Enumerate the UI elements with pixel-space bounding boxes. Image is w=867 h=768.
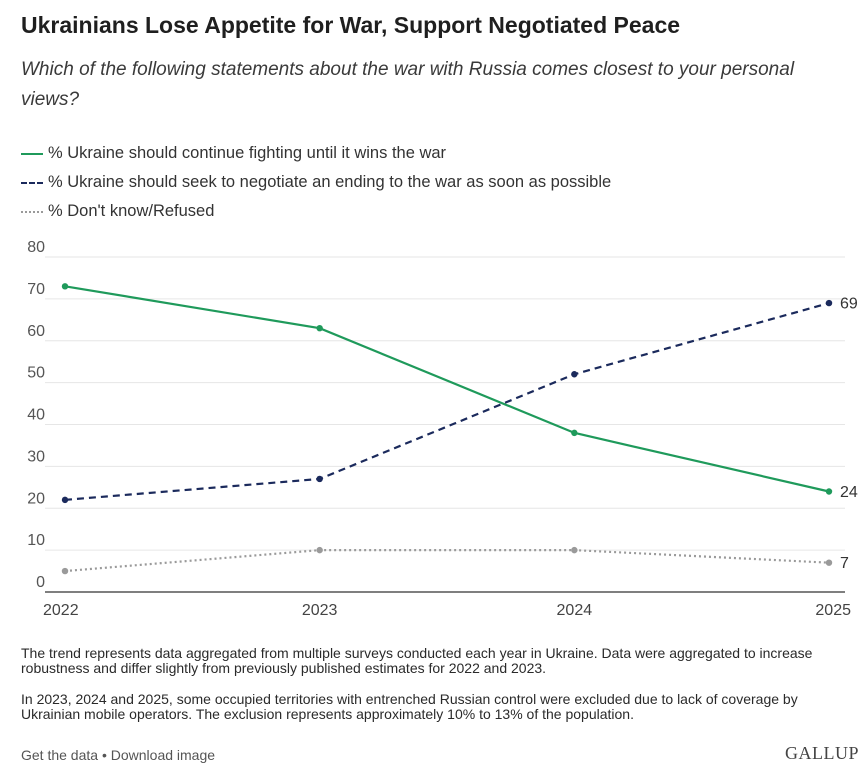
y-tick-label-30: 30 <box>27 448 45 465</box>
data-point-fight-2022 <box>61 283 69 290</box>
y-tick-label-20: 20 <box>27 490 45 507</box>
series-line-negotiate <box>64 302 830 501</box>
data-point-fight-2025 <box>825 488 833 495</box>
legend-item-fight: % Ukraine should continue fighting until… <box>21 139 611 168</box>
x-tick-label-2022: 2022 <box>43 602 79 619</box>
data-point-dont-know-2025 <box>825 559 833 566</box>
footnote-aggregation: The trend represents data aggregated fro… <box>21 645 813 676</box>
gallup-logo: GALLUP <box>785 743 859 763</box>
y-tick-label-40: 40 <box>27 407 45 424</box>
legend-label-negotiate: % Ukraine should seek to negotiate an en… <box>48 173 612 191</box>
y-tick-label-60: 60 <box>27 323 45 340</box>
line-chart: 0 10 20 30 40 50 60 70 80 2022 2023 2024 2025 24 69 7 <box>27 239 858 619</box>
series-line-fight <box>64 285 830 493</box>
data-point-negotiate-2025 <box>825 299 833 307</box>
legend-swatch-dotted <box>21 210 43 213</box>
y-tick-label-10: 10 <box>27 532 45 549</box>
legend-label-fight: % Ukraine should continue fighting until… <box>48 144 447 162</box>
data-point-dont-know-2023 <box>316 546 323 554</box>
chart-title: Ukrainians Lose Appetite for War, Suppor… <box>21 12 681 38</box>
end-label-negotiate: 69 <box>840 296 858 313</box>
y-tick-label-80: 80 <box>27 239 45 256</box>
download-image-link[interactable]: Download image <box>110 747 216 763</box>
legend-label-dont-know: % Don't know/Refused <box>48 202 215 220</box>
legend-swatch-solid <box>21 152 43 155</box>
footer-links: Get the data • Download image <box>21 747 215 763</box>
y-tick-label-50: 50 <box>27 365 45 382</box>
x-tick-label-2025: 2025 <box>815 602 851 619</box>
data-point-dont-know-2022 <box>61 567 69 575</box>
data-point-negotiate-2024 <box>571 371 578 378</box>
end-label-dont-know: 7 <box>840 555 849 572</box>
footnote-exclusion: In 2023, 2024 and 2025, some occupied te… <box>21 691 798 722</box>
legend-swatch-dashed <box>21 181 43 184</box>
series-line-dont-know <box>64 549 830 573</box>
y-tick-label-70: 70 <box>27 281 45 298</box>
chart-subtitle: Which of the following statements about … <box>21 59 795 110</box>
data-point-dont-know-2024 <box>571 546 578 554</box>
get-data-link[interactable]: Get the data <box>21 747 99 763</box>
data-point-negotiate-2022 <box>61 496 69 504</box>
x-tick-label-2023: 2023 <box>302 602 338 619</box>
legend-item-negotiate: % Ukraine should seek to negotiate an en… <box>21 168 611 197</box>
y-tick-label-0: 0 <box>36 574 45 591</box>
data-point-negotiate-2023 <box>316 475 323 483</box>
legend: % Ukraine should continue fighting until… <box>21 139 611 226</box>
legend-item-dont-know: % Don't know/Refused <box>21 197 611 226</box>
data-point-fight-2024 <box>571 429 578 437</box>
end-label-fight: 24 <box>840 484 858 501</box>
x-tick-label-2024: 2024 <box>557 602 593 619</box>
footer-separator: • <box>101 747 107 763</box>
data-point-fight-2023 <box>316 324 323 332</box>
